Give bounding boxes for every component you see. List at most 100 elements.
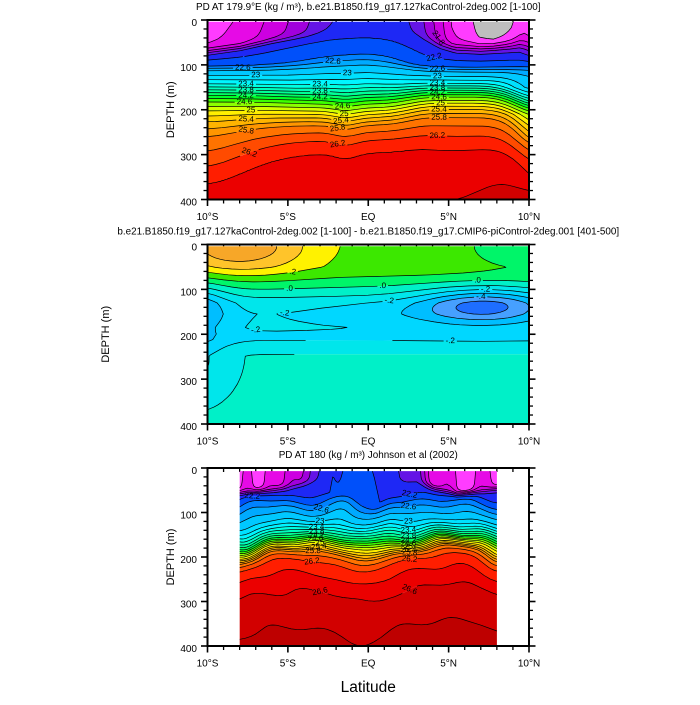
svg-text:22.6: 22.6 xyxy=(313,502,331,515)
svg-text:DEPTH (m): DEPTH (m) xyxy=(100,306,112,363)
svg-text:EQ: EQ xyxy=(361,437,376,448)
svg-text:25.4: 25.4 xyxy=(333,115,350,126)
svg-text:26.2: 26.2 xyxy=(401,554,418,565)
svg-text:300: 300 xyxy=(180,377,197,388)
svg-text:300: 300 xyxy=(180,153,197,164)
svg-text:24.2: 24.2 xyxy=(309,530,325,540)
svg-text:22.6: 22.6 xyxy=(235,63,251,72)
svg-text:10°N: 10°N xyxy=(518,212,540,223)
svg-text:23.4: 23.4 xyxy=(312,79,328,88)
svg-text:25.8: 25.8 xyxy=(402,547,419,557)
svg-text:DEPTH (m): DEPTH (m) xyxy=(165,529,177,586)
svg-text:PD AT 180 (kg / m³) Johnson et: PD AT 180 (kg / m³) Johnson et al (2002) xyxy=(279,450,458,461)
svg-text:23: 23 xyxy=(433,71,443,80)
svg-text:400: 400 xyxy=(180,644,197,655)
svg-text:5°S: 5°S xyxy=(280,212,297,223)
svg-text:100: 100 xyxy=(180,63,197,74)
svg-text:b.e21.B1850.f19_g17.127kaContr: b.e21.B1850.f19_g17.127kaControl-2deg.00… xyxy=(117,227,619,238)
svg-text:25.4: 25.4 xyxy=(401,545,418,555)
svg-text:23.4: 23.4 xyxy=(238,79,254,88)
svg-text:24.6: 24.6 xyxy=(335,101,352,111)
svg-text:25.4: 25.4 xyxy=(311,541,328,551)
svg-text:25: 25 xyxy=(315,537,325,547)
svg-text:400: 400 xyxy=(180,422,197,433)
svg-text:0: 0 xyxy=(191,466,197,477)
svg-text:23.4: 23.4 xyxy=(309,522,325,531)
svg-text:5°N: 5°N xyxy=(440,659,457,670)
svg-text:400: 400 xyxy=(180,197,197,208)
svg-text:-.2: -.2 xyxy=(481,285,491,294)
svg-text:24.2: 24.2 xyxy=(312,92,328,102)
svg-text:.0: .0 xyxy=(379,281,387,290)
svg-text:23.4: 23.4 xyxy=(430,78,446,87)
svg-text:-.2: -.2 xyxy=(250,325,261,335)
svg-text:200: 200 xyxy=(180,555,197,566)
svg-text:-.2: -.2 xyxy=(446,336,456,345)
svg-text:25: 25 xyxy=(340,109,350,118)
svg-text:10°S: 10°S xyxy=(197,212,219,223)
svg-text:5°S: 5°S xyxy=(280,437,297,448)
svg-text:200: 200 xyxy=(180,108,197,119)
svg-text:23: 23 xyxy=(251,70,260,79)
svg-text:-.2: -.2 xyxy=(384,295,395,305)
svg-text:-.4: -.4 xyxy=(476,292,486,301)
svg-text:25.8: 25.8 xyxy=(431,113,447,122)
svg-text:5°N: 5°N xyxy=(440,212,457,223)
svg-text:PD AT 179.9°E (kg / m³), b.e21: PD AT 179.9°E (kg / m³), b.e21.B1850.f19… xyxy=(196,2,541,13)
svg-text:23.8: 23.8 xyxy=(400,531,416,541)
svg-text:23: 23 xyxy=(343,68,353,77)
svg-text:25.8: 25.8 xyxy=(329,122,346,133)
svg-text:Latitude: Latitude xyxy=(341,679,396,696)
svg-text:25: 25 xyxy=(436,98,446,107)
svg-text:200: 200 xyxy=(180,332,197,343)
svg-text:23.8: 23.8 xyxy=(309,526,325,535)
svg-text:0: 0 xyxy=(191,242,197,253)
svg-text:300: 300 xyxy=(180,599,197,610)
svg-text:EQ: EQ xyxy=(361,212,376,223)
svg-text:100: 100 xyxy=(180,510,197,521)
svg-text:10°N: 10°N xyxy=(518,437,540,448)
svg-text:22.2: 22.2 xyxy=(244,491,261,501)
svg-text:.0: .0 xyxy=(474,276,481,285)
svg-text:25: 25 xyxy=(404,542,414,551)
svg-text:26.2: 26.2 xyxy=(304,556,321,567)
svg-text:EQ: EQ xyxy=(361,659,376,670)
svg-text:23.8: 23.8 xyxy=(312,86,328,95)
svg-text:24.6: 24.6 xyxy=(308,534,324,543)
svg-text:100: 100 xyxy=(180,287,197,298)
svg-text:23: 23 xyxy=(315,516,325,526)
svg-text:23.8: 23.8 xyxy=(238,85,254,94)
svg-text:5°N: 5°N xyxy=(440,437,457,448)
svg-text:22.2: 22.2 xyxy=(401,488,419,500)
svg-text:22.2: 22.2 xyxy=(425,51,443,63)
svg-text:.0: .0 xyxy=(286,284,293,293)
svg-text:22.6: 22.6 xyxy=(429,64,445,74)
svg-text:24.6: 24.6 xyxy=(237,97,253,106)
svg-text:23.4: 23.4 xyxy=(400,525,417,535)
svg-text:24.2: 24.2 xyxy=(238,91,254,100)
svg-text:26.6: 26.6 xyxy=(311,585,329,597)
svg-text:24.6: 24.6 xyxy=(431,92,447,101)
svg-text:10°S: 10°S xyxy=(197,437,219,448)
svg-text:22.6: 22.6 xyxy=(325,56,342,66)
svg-text:25: 25 xyxy=(246,105,256,114)
svg-text:24.2: 24.2 xyxy=(430,87,446,96)
svg-text:24.2: 24.2 xyxy=(401,536,417,545)
svg-text:24.6: 24.6 xyxy=(401,539,417,548)
svg-text:25.8: 25.8 xyxy=(238,124,255,135)
svg-text:23.8: 23.8 xyxy=(430,83,446,92)
svg-text:25.4: 25.4 xyxy=(431,104,447,113)
svg-text:22.6: 22.6 xyxy=(400,501,417,512)
svg-text:DEPTH (m): DEPTH (m) xyxy=(165,81,177,138)
svg-text:23: 23 xyxy=(404,516,414,525)
svg-text:.2: .2 xyxy=(289,267,297,277)
svg-text:0: 0 xyxy=(191,18,197,29)
svg-text:10°S: 10°S xyxy=(197,659,219,670)
svg-text:5°S: 5°S xyxy=(280,659,297,670)
svg-text:-.2: -.2 xyxy=(280,308,291,318)
svg-text:25.8: 25.8 xyxy=(305,546,321,555)
svg-text:25.4: 25.4 xyxy=(238,114,255,124)
svg-text:10°N: 10°N xyxy=(518,659,540,670)
svg-text:26.2: 26.2 xyxy=(429,131,445,140)
svg-text:26.2: 26.2 xyxy=(329,138,346,149)
